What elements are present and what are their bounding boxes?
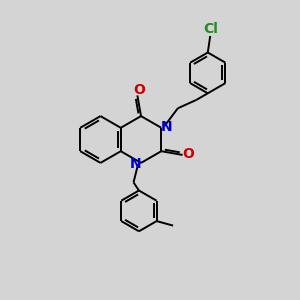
Text: N: N xyxy=(130,157,142,170)
Text: O: O xyxy=(182,147,194,161)
Text: N: N xyxy=(160,120,172,134)
Text: O: O xyxy=(133,83,145,97)
Text: Cl: Cl xyxy=(204,22,218,36)
